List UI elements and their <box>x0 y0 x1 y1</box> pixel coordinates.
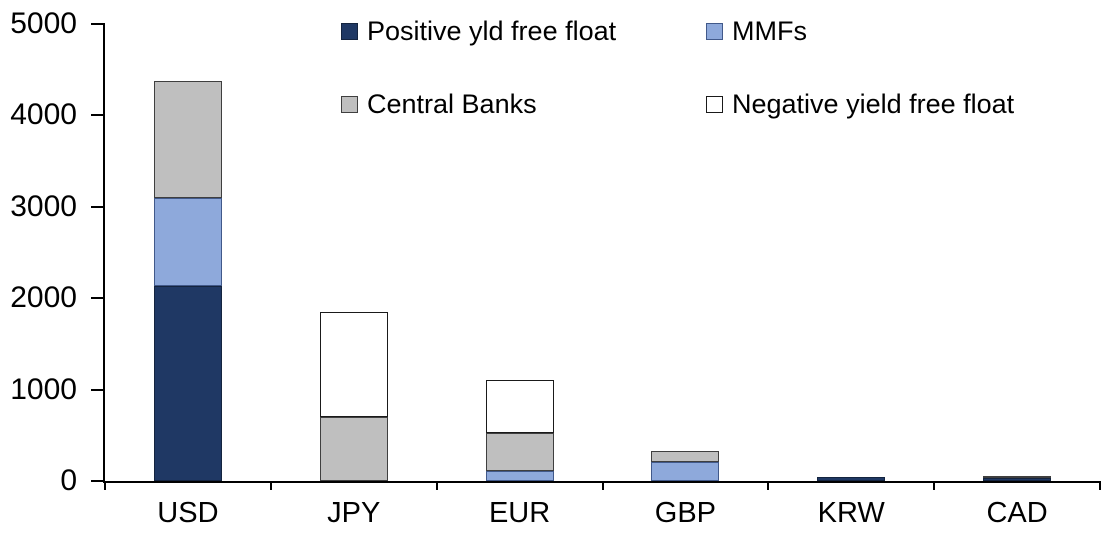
bar-segment <box>153 80 222 198</box>
x-axis-tick <box>1099 481 1101 490</box>
bar-cad <box>983 475 1052 481</box>
bar-segment <box>485 470 554 481</box>
x-axis-tick <box>601 481 604 490</box>
bar-segment <box>817 477 886 481</box>
legend-swatch-icon <box>706 23 723 41</box>
legend-label: Negative yield free float <box>732 89 1015 119</box>
bar-segment <box>153 286 222 481</box>
y-axis-tick-label: 0 <box>60 464 77 497</box>
x-axis-tick <box>767 481 770 490</box>
x-axis-tick <box>104 481 106 490</box>
x-axis-category-label: GBP <box>654 497 717 529</box>
legend-label: Central Banks <box>367 89 537 119</box>
x-axis-category-label: CAD <box>986 497 1048 529</box>
bar-segment <box>153 197 222 287</box>
x-axis-category-label: KRW <box>817 497 885 529</box>
bar-eur <box>485 379 554 481</box>
bar-krw <box>817 477 886 481</box>
bar-segment <box>319 311 388 418</box>
y-axis-tick <box>91 297 105 300</box>
y-axis-tick-label: 4000 <box>10 98 77 132</box>
x-axis-category-label: USD <box>157 497 219 529</box>
bar-segment <box>319 417 388 481</box>
y-axis-tick-label: 5000 <box>10 7 77 40</box>
bar-segment <box>485 432 554 471</box>
y-axis-tick <box>91 480 105 482</box>
bar-segment <box>485 379 554 433</box>
bar-usd <box>153 80 222 481</box>
y-axis-tick <box>91 205 105 208</box>
legend-label: Positive yld free float <box>367 16 617 46</box>
bar-jpy <box>319 311 388 481</box>
bar-gbp <box>651 450 720 481</box>
x-axis-category-label: EUR <box>488 497 551 529</box>
y-axis-tick-label: 3000 <box>10 189 77 223</box>
x-axis-category-label: JPY <box>327 497 381 529</box>
y-axis-tick <box>91 114 105 117</box>
legend-swatch-icon <box>706 96 723 114</box>
legend-item: Positive yld free float <box>341 16 617 47</box>
y-axis-tick-label: 2000 <box>10 281 77 315</box>
y-axis-tick <box>91 388 105 391</box>
bar-segment <box>651 450 720 462</box>
legend-item: MMFs <box>706 16 807 47</box>
x-axis-tick <box>933 481 936 490</box>
legend-item: Central Banks <box>341 89 537 120</box>
bar-segment <box>651 461 720 481</box>
y-axis-tick <box>91 23 105 25</box>
bar-segment <box>983 478 1052 481</box>
y-axis-tick-label: 1000 <box>10 372 77 406</box>
plot-area: 0 1000 2000 3000 4000 5000 USD JPY EUR GBP KRW CAD <box>10 9 1101 528</box>
bar-segment <box>983 475 1052 479</box>
x-axis-tick <box>269 481 272 490</box>
legend-swatch-icon <box>341 23 358 41</box>
legend-swatch-icon <box>341 96 358 114</box>
legend-label: MMFs <box>732 16 807 46</box>
legend-item: Negative yield free float <box>706 89 1015 120</box>
x-axis-tick <box>435 481 438 490</box>
